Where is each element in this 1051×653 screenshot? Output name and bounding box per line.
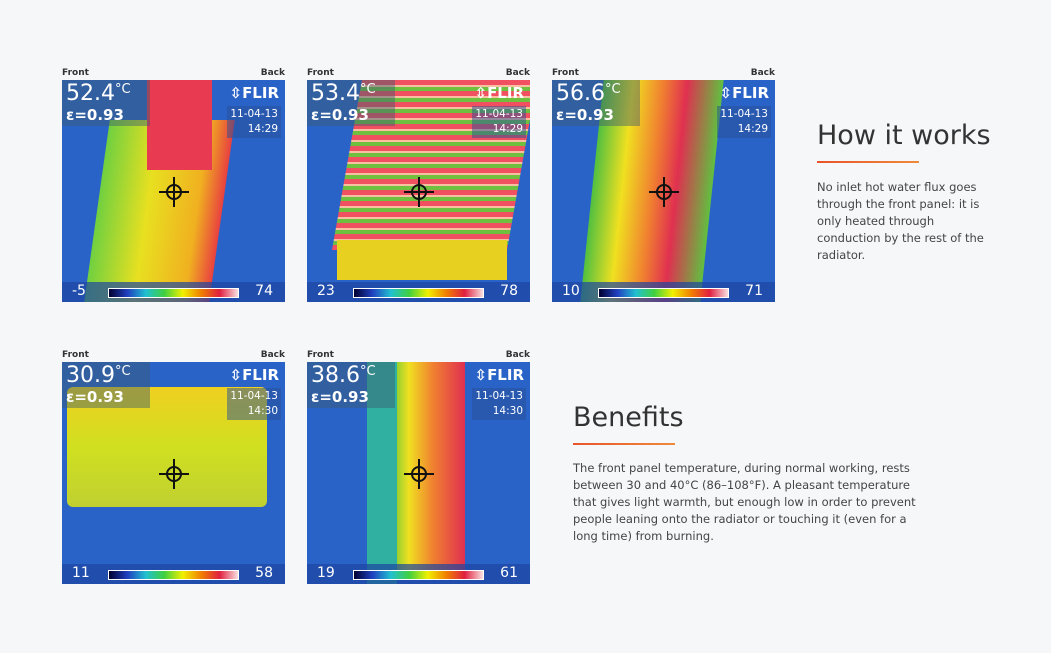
crosshair-icon xyxy=(404,177,434,207)
flir-logo: FLIR xyxy=(242,366,279,384)
front-label: Front xyxy=(307,68,334,78)
temperature-value: 30.9 xyxy=(66,363,115,388)
emissivity: ε=0.93 xyxy=(66,388,124,406)
thermal-image-card: Front Back 30.9°C ε=0.93 ⇳FLIR 11-04-13 14:… xyxy=(62,348,285,584)
scale-gradient xyxy=(598,288,729,298)
date: 11-04-13 xyxy=(475,108,523,120)
thermal-image-card: Front Back 38.6°C ε=0.93 ⇳FLIR 11-04-13 14:… xyxy=(307,348,530,584)
crosshair-icon xyxy=(404,459,434,489)
title-underline xyxy=(573,443,675,445)
thermal-image: 56.6°C ε=0.93 ⇳FLIR 11-04-13 14:29 10 71 xyxy=(552,80,775,302)
flir-logo: FLIR xyxy=(242,84,279,102)
temperature-value: 56.6 xyxy=(556,81,605,106)
color-scale: 10 71 xyxy=(552,282,775,302)
flir-logo: FLIR xyxy=(487,84,524,102)
date: 11-04-13 xyxy=(230,108,278,120)
emissivity: ε=0.93 xyxy=(66,106,124,124)
front-label: Front xyxy=(307,350,334,360)
title-underline xyxy=(817,161,919,163)
scale-gradient xyxy=(108,570,239,580)
temperature-unit: °C xyxy=(359,82,376,97)
thermal-image-card: Front Back 56.6°C ε=0.93 ⇳FLIR 11-04-13 14:… xyxy=(552,66,775,302)
color-scale: 19 61 xyxy=(307,564,530,584)
emissivity: ε=0.93 xyxy=(311,106,369,124)
temperature-unit: °C xyxy=(359,364,376,379)
thermal-image-card: Front Back 52.4°C ε=0.93 ⇳FLIR 11-04-13 14:… xyxy=(62,66,285,302)
front-label: Front xyxy=(62,68,89,78)
crosshair-icon xyxy=(159,177,189,207)
temperature-value: 38.6 xyxy=(311,363,360,388)
temperature-value: 53.4 xyxy=(311,81,360,106)
front-label: Front xyxy=(62,350,89,360)
front-label: Front xyxy=(552,68,579,78)
time: 14:29 xyxy=(247,123,278,135)
time: 14:29 xyxy=(737,123,768,135)
time: 14:29 xyxy=(492,123,523,135)
thermal-image: 38.6°C ε=0.93 ⇳FLIR 11-04-13 14:30 19 61 xyxy=(307,362,530,584)
color-scale: -5 74 xyxy=(62,282,285,302)
scale-gradient xyxy=(108,288,239,298)
back-label: Back xyxy=(260,350,285,360)
date: 11-04-13 xyxy=(720,108,768,120)
thermal-image: 53.4°C ε=0.93 ⇳FLIR 11-04-13 14:29 23 78 xyxy=(307,80,530,302)
flir-logo: FLIR xyxy=(732,84,769,102)
thermal-image: 30.9°C ε=0.93 ⇳FLIR 11-04-13 14:30 11 58 xyxy=(62,362,285,584)
time: 14:30 xyxy=(247,405,278,417)
time: 14:30 xyxy=(492,405,523,417)
back-label: Back xyxy=(505,350,530,360)
scale-max: 58 xyxy=(255,565,273,581)
temperature-unit: °C xyxy=(604,82,621,97)
back-label: Back xyxy=(750,68,775,78)
emissivity: ε=0.93 xyxy=(311,388,369,406)
flir-logo-icon: ⇳ xyxy=(719,84,733,102)
scale-min: 23 xyxy=(317,283,335,299)
date: 11-04-13 xyxy=(230,390,278,402)
flir-logo-icon: ⇳ xyxy=(229,84,243,102)
scale-min: 11 xyxy=(72,565,90,581)
back-label: Back xyxy=(505,68,530,78)
flir-logo-icon: ⇳ xyxy=(474,84,488,102)
benefits-title: Benefits xyxy=(573,402,684,433)
color-scale: 23 78 xyxy=(307,282,530,302)
crosshair-icon xyxy=(649,177,679,207)
flir-logo-icon: ⇳ xyxy=(474,366,488,384)
back-label: Back xyxy=(260,68,285,78)
scale-gradient xyxy=(353,570,484,580)
temperature-value: 52.4 xyxy=(66,81,115,106)
scale-max: 61 xyxy=(500,565,518,581)
scale-gradient xyxy=(353,288,484,298)
temperature-unit: °C xyxy=(114,82,131,97)
how-it-works-text: No inlet hot water flux goes through the… xyxy=(817,180,984,262)
scale-min: -5 xyxy=(72,283,86,299)
temperature-unit: °C xyxy=(114,364,131,379)
emissivity: ε=0.93 xyxy=(556,106,614,124)
flir-logo: FLIR xyxy=(487,366,524,384)
scale-max: 78 xyxy=(500,283,518,299)
scale-max: 71 xyxy=(745,283,763,299)
thermal-image-card: Front Back 53.4°C ε=0.93 ⇳FLIR 11-04-13 14:… xyxy=(307,66,530,302)
how-it-works-title: How it works xyxy=(817,120,991,151)
scale-min: 10 xyxy=(562,283,580,299)
color-scale: 11 58 xyxy=(62,564,285,584)
scale-max: 74 xyxy=(255,283,273,299)
benefits-text: The front panel temperature, during norm… xyxy=(573,461,916,543)
date: 11-04-13 xyxy=(475,390,523,402)
crosshair-icon xyxy=(159,459,189,489)
scale-min: 19 xyxy=(317,565,335,581)
flir-logo-icon: ⇳ xyxy=(229,366,243,384)
thermal-image: 52.4°C ε=0.93 ⇳FLIR 11-04-13 14:29 -5 74 xyxy=(62,80,285,302)
